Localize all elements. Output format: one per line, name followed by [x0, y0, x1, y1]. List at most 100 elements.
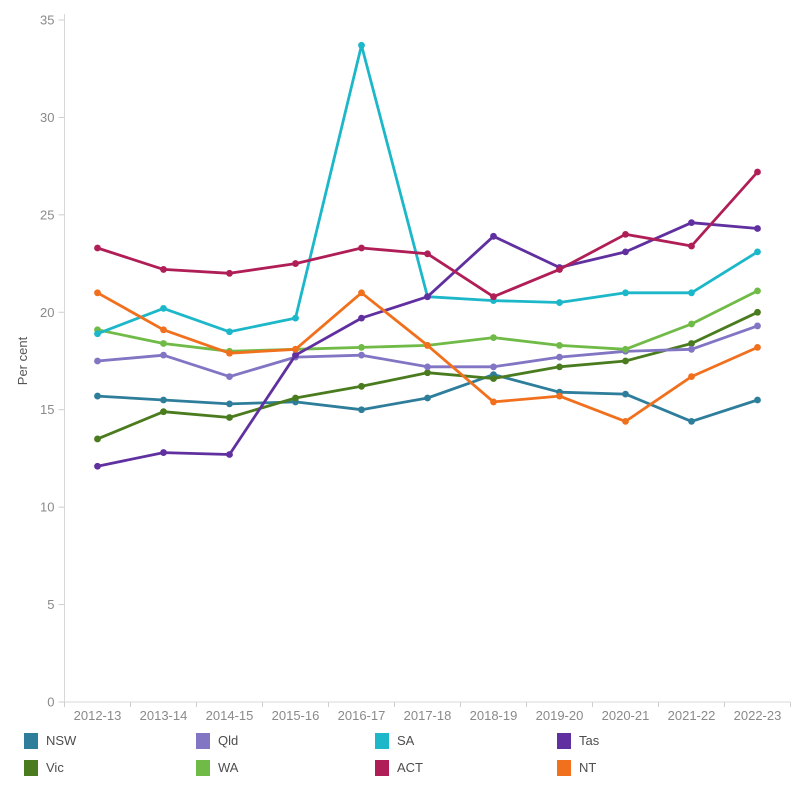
legend-item-NSW[interactable]: NSW [24, 732, 196, 749]
legend-swatch-icon [557, 759, 571, 776]
data-point-ACT-2015-16[interactable] [292, 260, 299, 267]
data-point-NT-2016-17[interactable] [358, 289, 365, 297]
data-point-Qld-2013-14[interactable] [160, 351, 167, 359]
x-tick-label: 2019-20 [536, 708, 584, 723]
data-point-WA-2019-20[interactable] [556, 342, 563, 349]
data-point-Qld-2019-20[interactable] [556, 353, 563, 361]
data-point-ACT-2014-15[interactable] [226, 269, 233, 277]
legend-swatch-icon [196, 732, 210, 749]
data-point-Qld-2012-13[interactable] [94, 357, 101, 365]
data-point-Qld-2021-22[interactable] [688, 345, 695, 353]
data-point-WA-2013-14[interactable] [160, 340, 167, 347]
data-point-SA-2014-15[interactable] [226, 328, 233, 336]
data-point-NT-2017-18[interactable] [424, 342, 431, 349]
x-tick-label: 2022-23 [734, 708, 782, 723]
data-point-SA-2013-14[interactable] [160, 304, 167, 312]
data-point-Vic-2018-19[interactable] [490, 375, 497, 382]
data-point-Vic-2019-20[interactable] [556, 363, 563, 371]
data-point-NSW-2014-15[interactable] [226, 400, 233, 408]
data-point-NT-2014-15[interactable] [226, 349, 233, 357]
data-point-NT-2019-20[interactable] [556, 392, 563, 400]
x-tick-label: 2021-22 [668, 708, 716, 723]
legend-item-Tas[interactable]: Tas [557, 732, 599, 749]
data-point-WA-2016-17[interactable] [358, 343, 365, 351]
data-point-Qld-2018-19[interactable] [490, 363, 497, 371]
data-point-NSW-2013-14[interactable] [160, 396, 167, 404]
data-point-SA-2015-16[interactable] [292, 314, 299, 322]
series-line-SA[interactable] [96, 43, 759, 336]
data-point-Tas-2020-21[interactable] [622, 248, 629, 256]
data-point-SA-2012-13[interactable] [94, 330, 101, 338]
legend-label: WA [218, 760, 239, 775]
data-point-WA-2022-23[interactable] [754, 287, 761, 295]
chart-legend: NSW Qld SA Tas Vic WA ACT NT [24, 732, 599, 776]
data-point-ACT-2020-21[interactable] [622, 230, 629, 238]
data-point-SA-2022-23[interactable] [754, 248, 761, 256]
data-point-SA-2016-17[interactable] [358, 41, 365, 49]
data-point-Vic-2014-15[interactable] [226, 414, 233, 421]
data-point-NSW-2012-13[interactable] [94, 392, 101, 400]
legend-item-WA[interactable]: WA [196, 759, 375, 776]
data-point-ACT-2013-14[interactable] [160, 266, 167, 273]
data-point-NT-2013-14[interactable] [160, 326, 167, 334]
data-point-Vic-2020-21[interactable] [622, 357, 629, 365]
data-point-Vic-2015-16[interactable] [292, 394, 299, 402]
data-point-Qld-2016-17[interactable] [358, 351, 365, 359]
y-tick-label: 5 [47, 597, 54, 612]
data-point-NSW-2021-22[interactable] [688, 418, 695, 425]
data-point-NSW-2020-21[interactable] [622, 390, 629, 398]
data-point-ACT-2019-20[interactable] [556, 266, 563, 273]
legend-item-NT[interactable]: NT [557, 759, 599, 776]
data-point-NT-2022-23[interactable] [754, 343, 761, 351]
data-point-Vic-2013-14[interactable] [160, 408, 167, 416]
y-tick-label: 20 [40, 305, 54, 320]
data-point-Vic-2022-23[interactable] [754, 308, 761, 316]
data-point-Qld-2017-18[interactable] [424, 363, 431, 371]
data-point-Qld-2014-15[interactable] [226, 373, 233, 380]
y-tick-label: 25 [40, 207, 54, 222]
data-point-ACT-2017-18[interactable] [424, 250, 431, 258]
data-point-Vic-2012-13[interactable] [94, 435, 101, 443]
data-point-NT-2021-22[interactable] [688, 373, 695, 380]
data-point-WA-2021-22[interactable] [688, 320, 695, 328]
data-point-Tas-2022-23[interactable] [754, 225, 761, 232]
data-point-NSW-2017-18[interactable] [424, 394, 431, 402]
data-point-WA-2018-19[interactable] [490, 334, 497, 342]
data-point-Tas-2018-19[interactable] [490, 232, 497, 240]
data-point-Vic-2021-22[interactable] [688, 340, 695, 347]
data-point-Tas-2017-18[interactable] [424, 293, 431, 301]
data-point-Vic-2016-17[interactable] [358, 382, 365, 390]
data-point-SA-2020-21[interactable] [622, 289, 629, 297]
legend-item-ACT[interactable]: ACT [375, 759, 557, 776]
data-point-Tas-2015-16[interactable] [292, 351, 299, 359]
data-point-NT-2020-21[interactable] [622, 418, 629, 425]
data-point-NT-2018-19[interactable] [490, 398, 497, 406]
data-point-Tas-2014-15[interactable] [226, 451, 233, 458]
x-tick-label: 2013-14 [140, 708, 188, 723]
data-point-NSW-2022-23[interactable] [754, 396, 761, 404]
data-point-ACT-2012-13[interactable] [94, 244, 101, 252]
data-point-Tas-2013-14[interactable] [160, 449, 167, 456]
data-point-Vic-2017-18[interactable] [424, 369, 431, 377]
data-point-NSW-2016-17[interactable] [358, 406, 365, 414]
data-point-SA-2019-20[interactable] [556, 299, 563, 306]
data-point-SA-2021-22[interactable] [688, 289, 695, 297]
data-point-ACT-2022-23[interactable] [754, 168, 761, 176]
data-point-Qld-2022-23[interactable] [754, 322, 761, 330]
x-tick-label: 2020-21 [602, 708, 650, 723]
data-point-ACT-2021-22[interactable] [688, 242, 695, 250]
data-point-Tas-2016-17[interactable] [358, 314, 365, 322]
legend-item-Qld[interactable]: Qld [196, 732, 375, 749]
legend-item-SA[interactable]: SA [375, 732, 557, 749]
data-point-NT-2012-13[interactable] [94, 289, 101, 297]
data-point-Tas-2021-22[interactable] [688, 219, 695, 227]
legend-item-Vic[interactable]: Vic [24, 759, 196, 776]
series-line-ACT[interactable] [96, 170, 759, 299]
data-point-Tas-2012-13[interactable] [94, 462, 101, 470]
data-point-ACT-2018-19[interactable] [490, 293, 497, 301]
data-point-WA-2020-21[interactable] [622, 345, 629, 353]
data-point-ACT-2016-17[interactable] [358, 244, 365, 252]
data-point-NT-2015-16[interactable] [292, 345, 299, 353]
legend-swatch-icon [557, 732, 571, 749]
